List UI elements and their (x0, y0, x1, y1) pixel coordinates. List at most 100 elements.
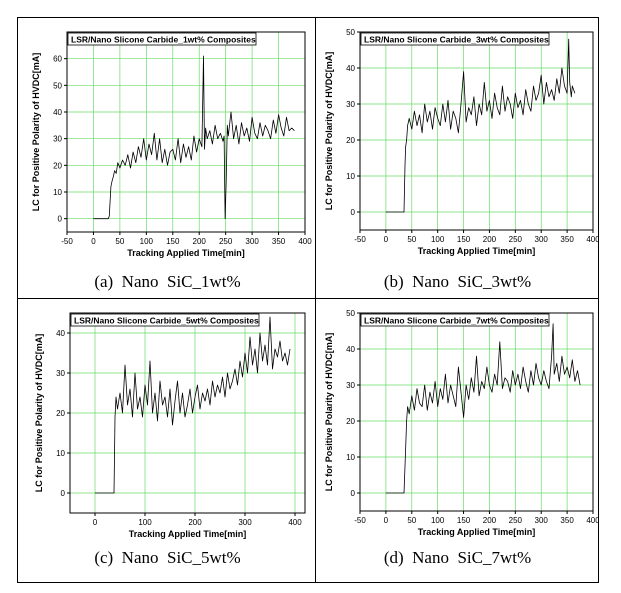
y-axis-title: LC for Positive Polarity of HVDC[mA] (324, 333, 334, 492)
x-tick-label: 200 (193, 237, 207, 246)
x-tick-label: 350 (560, 235, 574, 244)
y-tick-label: 50 (346, 28, 355, 37)
plot-frame (359, 312, 594, 512)
y-tick-label: 30 (346, 100, 355, 109)
x-tick-label: -50 (61, 237, 73, 246)
y-tick-label: 30 (53, 135, 62, 144)
chart-title-box (360, 32, 550, 46)
caption-a: (a) Nano SiC_1wt% (94, 272, 241, 291)
plot-frame (359, 31, 594, 231)
x-tick-label: 0 (93, 518, 98, 527)
panel-a: -50 0 50 100 150 200 250 300 350 400 0 10 20 30 40 50 60… (22, 22, 313, 298)
x-tick-label: 100 (138, 518, 152, 527)
y-tick-label: 30 (56, 369, 65, 378)
chart-a: -50 0 50 100 150 200 250 300 350 400 0 10 20 30 40 50 60… (31, 31, 312, 258)
x-axis-title: Tracking Applied Time[min] (127, 248, 245, 258)
y-tick-label: 10 (346, 453, 355, 462)
x-tick-label: 350 (272, 237, 286, 246)
y-tick-label: 20 (56, 409, 65, 418)
y-tick-label: 40 (53, 108, 62, 117)
x-tick-label: 200 (483, 235, 497, 244)
chart-d: -50 0 50 100 150 200 250 300 350 40001020304050Tr… (324, 309, 600, 537)
x-tick-label: 400 (586, 235, 598, 244)
figure-grid: -50 0 50 100 150 200 250 300 350 400 0 10 20 30 40 50 60… (17, 17, 600, 583)
grid-divider-horizontal (18, 298, 598, 299)
y-tick-label: 0 (58, 215, 63, 224)
y-tick-label: 10 (53, 188, 62, 197)
x-tick-label: 300 (245, 237, 259, 246)
panel-b: -50 0 50 100 150 200 250 300 350 400 0 10 20 30 40 50 Tr… (318, 22, 609, 298)
x-tick-label: 200 (483, 516, 497, 525)
y-tick-label: 10 (56, 449, 65, 458)
plot-area (360, 32, 593, 230)
y-tick-label: 0 (61, 489, 66, 498)
plot-area (360, 313, 593, 511)
x-tick-label: 50 (407, 235, 416, 244)
x-tick-label: 100 (431, 235, 445, 244)
y-tick-label: 0 (351, 489, 356, 498)
panel-c: 0 100 200 300 400 0 10 20 30 40 Tracking Applied T… (22, 303, 313, 579)
x-tick-label: 250 (509, 516, 523, 525)
caption-b: (b) Nano SiC_3wt% (383, 272, 532, 291)
chart-c: 0 100 200 300 400 0 10 20 30 40 Tracking Applied T… (34, 312, 306, 539)
chart-title-box (67, 32, 257, 46)
x-tick-label: 400 (288, 518, 302, 527)
series-line (93, 55, 295, 220)
series-line (95, 316, 291, 494)
y-tick-label: 30 (346, 381, 355, 390)
plot-frame (66, 31, 306, 233)
y-tick-label: 20 (346, 136, 355, 145)
x-tick-label: 400 (586, 516, 598, 525)
y-tick-label: 40 (346, 345, 355, 354)
panel-d: -50 0 50 100 150 200 250 300 350 400 0 10 20 30 40 50 Tr… (318, 303, 609, 579)
x-tick-label: 0 (384, 235, 389, 244)
chart-title: LSR/Nano Slicone Carbide_3wt% Composites (364, 35, 549, 45)
x-tick-label: -50 (354, 235, 366, 244)
x-tick-label: 0 (91, 237, 96, 246)
x-tick-label: 150 (166, 237, 180, 246)
x-axis-title: Tracking Applied Time[min] (129, 529, 247, 539)
y-tick-label: 50 (53, 81, 62, 90)
caption-d: (d) Nano SiC_7wt% (383, 548, 532, 567)
chart-title-box (360, 313, 550, 327)
x-tick-label: 0 (384, 516, 389, 525)
y-tick-label: 50 (346, 309, 355, 318)
y-axis-title: LC for Positive Polarity of HVDC[mA] (34, 334, 44, 493)
x-tick-label: 100 (140, 237, 154, 246)
x-tick-label: 300 (535, 516, 549, 525)
x-tick-label: 50 (407, 516, 416, 525)
y-tick-label: 40 (346, 64, 355, 73)
chart-b: -50 0 50 100 150 200 250 300 350 40001020304050Tr… (324, 28, 600, 256)
y-tick-label: 20 (53, 161, 62, 170)
y-tick-label: 10 (346, 172, 355, 181)
y-tick-label: 40 (56, 329, 65, 338)
chart-title: LSR/Nano Slicone Carbide_5wt% Composites (74, 316, 259, 326)
x-tick-label: 200 (188, 518, 202, 527)
series-line (385, 38, 576, 213)
x-tick-label: 150 (457, 516, 471, 525)
x-axis-title: Tracking Applied Time[min] (418, 246, 536, 256)
grid-divider-vertical (315, 18, 316, 582)
y-tick-label: 0 (351, 208, 356, 217)
caption-c: (c) Nano SiC_5wt% (94, 548, 241, 567)
x-tick-label: 300 (535, 235, 549, 244)
y-tick-label: 20 (346, 417, 355, 426)
series-line (385, 323, 581, 494)
chart-title: LSR/Nano Slicone Carbide_7wt% Composites (364, 316, 549, 326)
x-tick-label: 350 (560, 516, 574, 525)
x-tick-label: -50 (354, 516, 366, 525)
x-tick-label: 150 (457, 235, 471, 244)
x-tick-label: 400 (298, 237, 312, 246)
y-axis-title: LC for Positive Polarity of HVDC[mA] (324, 52, 334, 211)
x-tick-label: 250 (509, 235, 523, 244)
x-tick-label: 300 (238, 518, 252, 527)
x-tick-label: 100 (431, 516, 445, 525)
plot-area (67, 32, 305, 232)
y-tick-label: 60 (53, 55, 62, 64)
y-axis-title: LC for Positive Polarity of HVDC[mA] (31, 53, 41, 212)
x-tick-label: 250 (219, 237, 233, 246)
x-axis-title: Tracking Applied Time[min] (418, 527, 536, 537)
chart-title: LSR/Nano Slicone Carbide_1wt% Composites (71, 35, 256, 45)
chart-title-box (70, 313, 260, 327)
x-tick-label: 50 (115, 237, 124, 246)
